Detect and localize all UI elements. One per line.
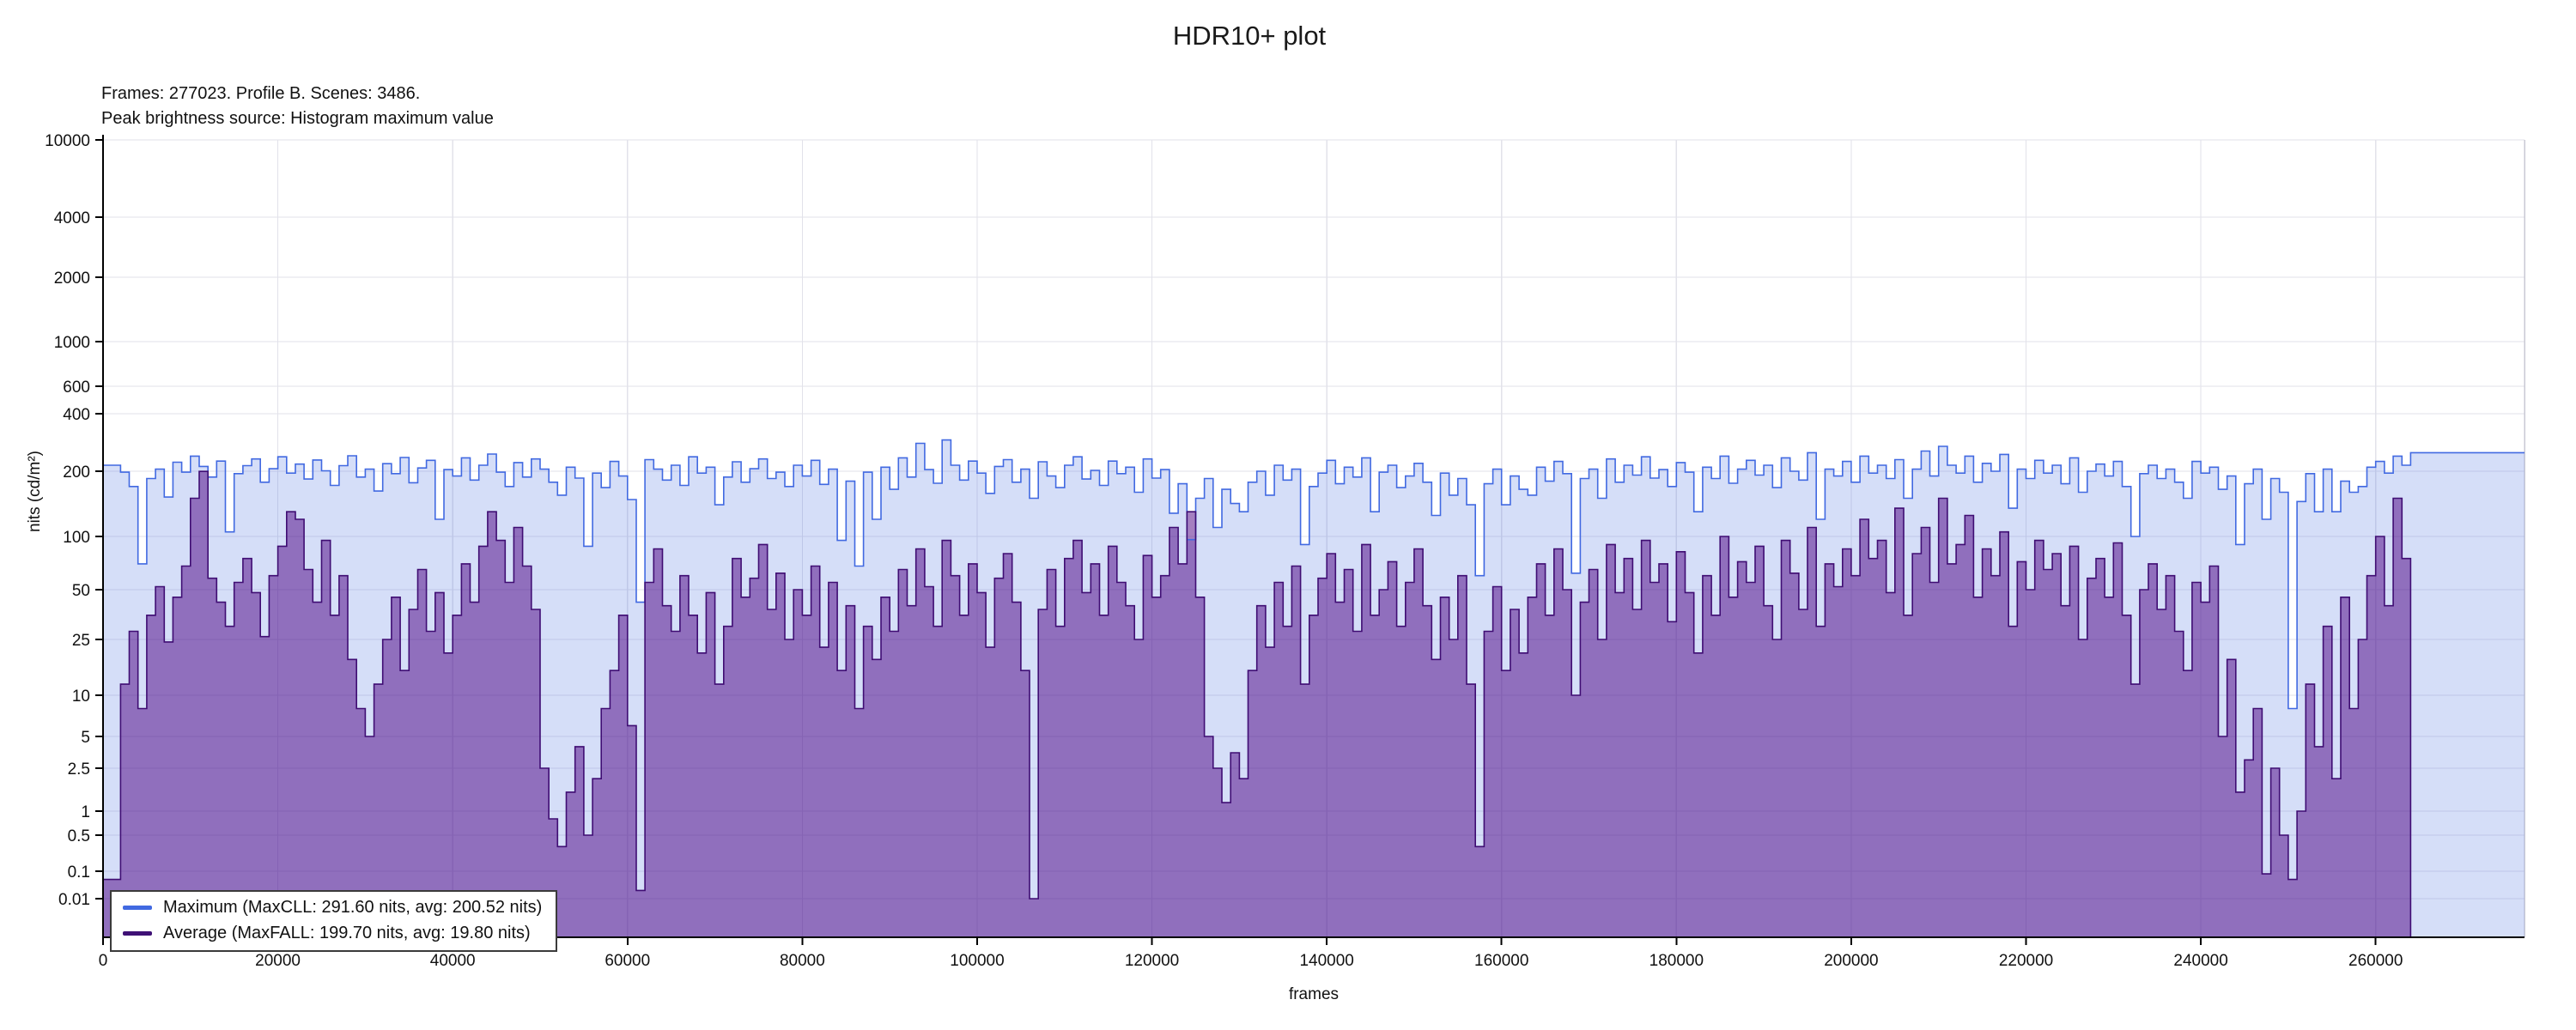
x-tick-label: 20000: [255, 952, 301, 970]
legend-row-average: Average (MaxFALL: 199.70 nits, avg: 19.8…: [123, 924, 542, 943]
x-tick-label: 260000: [2348, 952, 2403, 970]
y-tick-label: 200: [63, 464, 90, 482]
y-tick-label: 4000: [54, 209, 90, 227]
x-tick-label: 140000: [1299, 952, 1353, 970]
x-tick-label: 60000: [605, 952, 650, 970]
y-tick-label: 2000: [54, 270, 90, 288]
average-series-swatch-icon: [123, 931, 152, 936]
chart-title: HDR10+ plot: [1172, 21, 1327, 51]
average-series-fill: [103, 471, 2524, 937]
y-tick-label: 10: [72, 688, 90, 706]
y-tick-label: 400: [63, 406, 90, 424]
x-tick-label: 240000: [2173, 952, 2227, 970]
legend-box: Maximum (MaxCLL: 291.60 nits, avg: 200.5…: [110, 890, 558, 952]
x-tick-label: 200000: [1824, 952, 1878, 970]
maximum-series-line: [103, 439, 2524, 710]
y-axis-title: nits (cd/m²): [26, 451, 44, 532]
legend-label-maximum: Maximum (MaxCLL: 291.60 nits, avg: 200.5…: [163, 898, 543, 917]
x-tick-label: 80000: [780, 952, 825, 970]
y-tick-label: 1000: [54, 334, 90, 352]
y-tick-label: 50: [72, 582, 90, 600]
legend-label-average: Average (MaxFALL: 199.70 nits, avg: 19.8…: [163, 924, 531, 942]
y-tick-label: 0.5: [68, 827, 90, 845]
x-tick-label: 0: [99, 952, 108, 970]
y-tick-label: 0.01: [58, 891, 90, 909]
y-tick-label: 0.1: [68, 863, 90, 882]
y-tick-label: 2.5: [68, 760, 90, 779]
x-tick-label: 160000: [1474, 952, 1528, 970]
average-series-line: [103, 470, 2524, 938]
x-axis-title: frames: [1288, 985, 1340, 1003]
subtitle-frames-profile-scenes: Frames: 277023. Profile B. Scenes: 3486.: [101, 84, 421, 103]
x-tick-label: 180000: [1649, 952, 1704, 970]
x-tick-label: 100000: [950, 952, 1004, 970]
x-tick-label: 120000: [1125, 952, 1179, 970]
x-tick-label: 220000: [1999, 952, 2053, 970]
y-tick-label: 100: [63, 529, 90, 547]
x-tick-label: 40000: [430, 952, 476, 970]
y-tick-label: 5: [81, 729, 90, 747]
subtitle-peak-brightness-source: Peak brightness source: Histogram maximu…: [101, 109, 494, 128]
y-tick-label: 1: [81, 803, 90, 821]
maximum-series-swatch-icon: [123, 906, 152, 910]
y-tick-label: 600: [63, 379, 90, 397]
y-tick-label: 25: [72, 632, 90, 650]
legend-row-maximum: Maximum (MaxCLL: 291.60 nits, avg: 200.5…: [123, 898, 542, 918]
y-tick-label: 10000: [45, 132, 90, 150]
